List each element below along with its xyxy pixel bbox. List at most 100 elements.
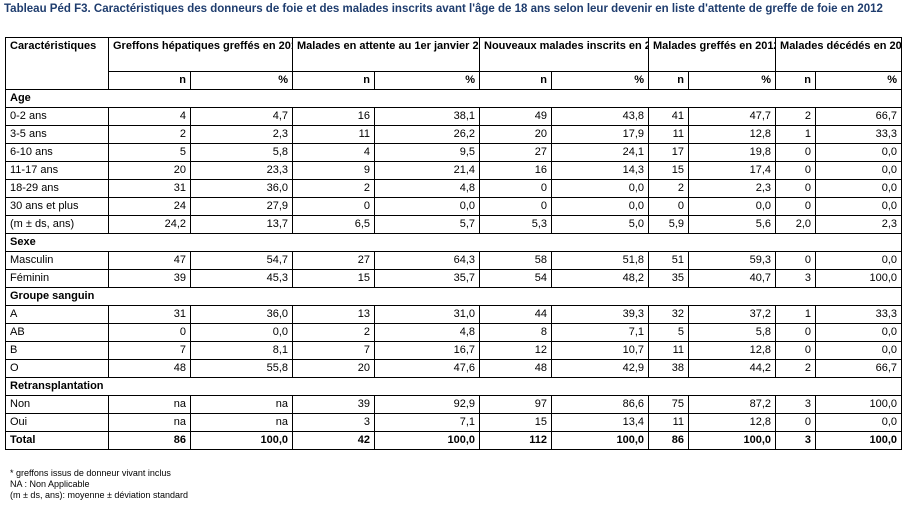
table-cell: 2 (108, 125, 191, 144)
table-cell: 44 (479, 305, 552, 324)
table-cell: 0,0 (815, 161, 903, 180)
subheader-n: n (108, 71, 191, 90)
table-cell: 5 (648, 323, 690, 342)
table-cell: 1 (775, 305, 817, 324)
table-cell: 2 (775, 107, 817, 126)
table-cell: 41 (648, 107, 690, 126)
section-row: Retransplantation (4, 377, 903, 396)
table-cell: 24 (108, 197, 191, 216)
table-cell: 14,3 (550, 161, 650, 180)
table-cell: 38,1 (374, 107, 480, 126)
table-row: O 48 55,8 20 47,6 48 42,9 38 44,2 2 66,7 (5, 359, 903, 378)
table-cell: 87,2 (688, 395, 777, 414)
table-row: 3-5 ans 2 2,3 11 26,2 20 17,9 11 12,8 1 33,3 (5, 125, 903, 144)
table-cell: 8 (479, 323, 552, 342)
table-cell: 0 (775, 179, 817, 198)
table-cell: 75 (648, 395, 690, 414)
table-cell: 2 (292, 323, 375, 342)
table-cell: 0 (775, 161, 817, 180)
table-cell: 31 (108, 179, 191, 198)
table-body: Age 0-2 ans 4 4,7 16 38,1 49 43,8 41 47,7 2 66,7 3-5… (4, 89, 903, 450)
table-cell: 42,9 (550, 359, 650, 378)
table-cell: 12,8 (688, 125, 777, 144)
table-cell: 27,9 (190, 197, 293, 216)
row-label: 11-17 ans (5, 161, 109, 180)
table-row: 11-17 ans 20 23,3 9 21,4 16 14,3 15 17,4 0 0,0 (5, 161, 903, 180)
table-row: 18-29 ans 31 36,0 2 4,8 0 0,0 2 2,3 0 0,0 (5, 179, 903, 198)
table-cell: 0 (108, 323, 191, 342)
section-row: Sexe (4, 233, 903, 252)
table-cell: 24,2 (108, 215, 191, 234)
table-cell: 13,4 (550, 413, 650, 432)
table-cell: 27 (479, 143, 552, 162)
table-row: B 7 8,1 7 16,7 12 10,7 11 12,8 0 0,0 (5, 341, 903, 360)
table-cell: 54,7 (190, 251, 293, 270)
table-cell: 100,0 (815, 431, 903, 450)
table-cell: 23,3 (190, 161, 293, 180)
table-cell: 15 (648, 161, 690, 180)
table-cell: 20 (292, 359, 375, 378)
row-label: B (5, 341, 109, 360)
subheader-n: n (292, 71, 375, 90)
table-cell: 0 (292, 197, 375, 216)
subheader-pct: % (374, 71, 480, 90)
table-cell: 100,0 (374, 431, 480, 450)
table-cell: 0,0 (190, 323, 293, 342)
table-cell: 0,0 (550, 197, 650, 216)
table-cell: 100,0 (815, 395, 903, 414)
table-cell: 4 (108, 107, 191, 126)
row-label: Total (5, 431, 109, 450)
table-cell: 86 (648, 431, 690, 450)
table-cell: 0,0 (815, 179, 903, 198)
table-cell: 2,0 (775, 215, 817, 234)
table-cell: 20 (108, 161, 191, 180)
table-cell: 16,7 (374, 341, 480, 360)
subheader-pct: % (550, 71, 650, 90)
table-cell: 0 (775, 323, 817, 342)
subheader-n: n (479, 71, 552, 90)
header-group-greffes: Malades greffés en 2012 (648, 37, 777, 72)
row-label: Non (5, 395, 109, 414)
table-cell: 13 (292, 305, 375, 324)
table-row: AB 0 0,0 2 4,8 8 7,1 5 5,8 0 0,0 (5, 323, 903, 342)
row-label: AB (5, 323, 109, 342)
table-row: 0-2 ans 4 4,7 16 38,1 49 43,8 41 47,7 2 66,7 (5, 107, 903, 126)
table-cell: 35 (648, 269, 690, 288)
table-cell: 2,3 (190, 125, 293, 144)
table-cell: 5,6 (688, 215, 777, 234)
table-cell: 92,9 (374, 395, 480, 414)
section-heading: Groupe sanguin (4, 287, 903, 306)
data-table: Caractéristiques Greffons hépatiques gre… (4, 37, 903, 450)
table-cell: 19,8 (688, 143, 777, 162)
table-cell: 2,3 (815, 215, 903, 234)
table-cell: na (190, 413, 293, 432)
row-label: Masculin (5, 251, 109, 270)
table-row: Féminin 39 45,3 15 35,7 54 48,2 35 40,7 3 100,0 (5, 269, 903, 288)
table-cell: 11 (292, 125, 375, 144)
table-cell: 21,4 (374, 161, 480, 180)
section-row: Groupe sanguin (4, 287, 903, 306)
section-heading: Sexe (4, 233, 903, 252)
table-cell: 2 (292, 179, 375, 198)
table-cell: na (108, 395, 191, 414)
table-cell: 1 (775, 125, 817, 144)
table-cell: 11 (648, 413, 690, 432)
table-cell: 49 (479, 107, 552, 126)
subheader-row: n % n % n % n % n % (6, 71, 903, 90)
table-cell: 12 (479, 341, 552, 360)
table-cell: 7,1 (374, 413, 480, 432)
table-row: Non na na 39 92,9 97 86,6 75 87,2 3 100,0 (5, 395, 903, 414)
row-label: O (5, 359, 109, 378)
header-group-greffons: Greffons hépatiques greffés en 2012* (108, 37, 293, 72)
header-group-attente: Malades en attente au 1er janvier 2012 (292, 37, 480, 72)
table-cell: 31,0 (374, 305, 480, 324)
table-cell: 17,4 (688, 161, 777, 180)
table-cell: 3 (775, 431, 817, 450)
table-cell: 42 (292, 431, 375, 450)
table-cell: 0,0 (815, 197, 903, 216)
section-heading: Retransplantation (4, 377, 903, 396)
table-cell: 54 (479, 269, 552, 288)
table-cell: 47,6 (374, 359, 480, 378)
table-cell: 0,0 (550, 179, 650, 198)
table-cell: 15 (292, 269, 375, 288)
